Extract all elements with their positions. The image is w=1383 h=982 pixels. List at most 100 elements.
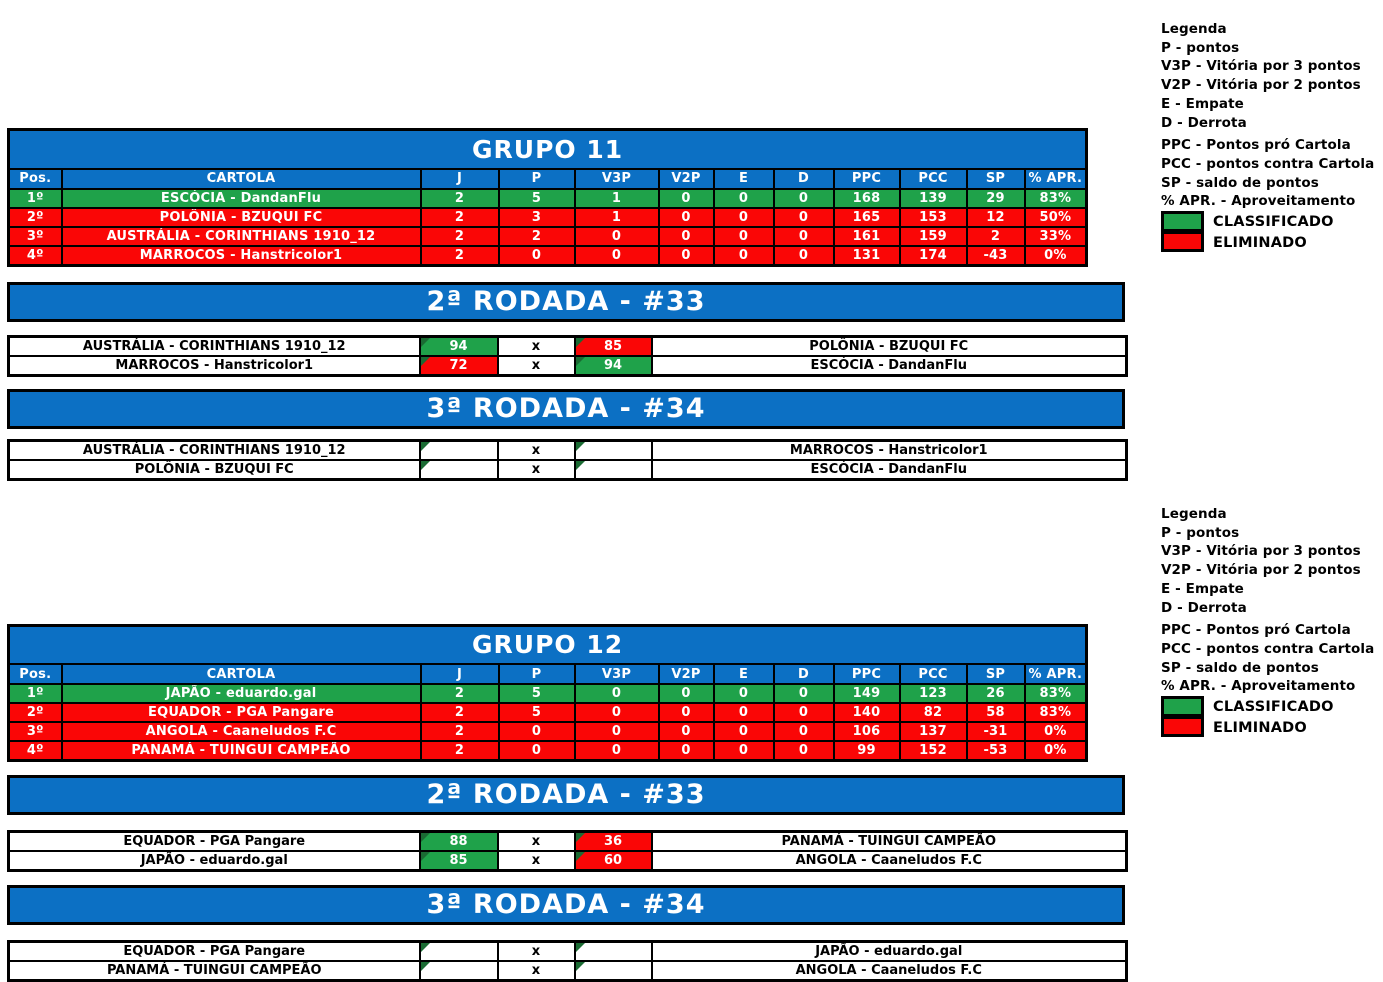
stat-cell[interactable]: 0	[573, 683, 660, 704]
home-team-cell[interactable]: EQUADOR - PGA Pangare	[7, 940, 421, 962]
home-score-cell[interactable]: 72	[418, 354, 499, 376]
stat-cell[interactable]: 159	[898, 225, 968, 247]
stat-cell[interactable]: 0	[497, 740, 576, 762]
team-cell[interactable]: POLÔNIA - BZUQUI FC	[60, 206, 422, 228]
away-team-cell[interactable]: ESCÓCIA - DandanFlu	[650, 458, 1128, 480]
stat-cell[interactable]: 174	[898, 244, 968, 266]
stat-cell[interactable]: 0	[772, 244, 835, 266]
stat-cell[interactable]: 3	[497, 206, 576, 228]
stat-cell[interactable]: 0	[657, 702, 715, 723]
stat-cell[interactable]: 2	[419, 187, 500, 209]
stat-cell[interactable]: 0	[772, 721, 835, 742]
stat-cell[interactable]: 0	[712, 225, 775, 247]
stat-cell[interactable]: 0	[712, 702, 775, 723]
stat-cell[interactable]: 0	[573, 702, 660, 723]
away-score-cell[interactable]: 36	[573, 830, 653, 852]
home-team-cell[interactable]: AUSTRÁLIA - CORINTHIANS 1910_12	[7, 335, 421, 357]
team-cell[interactable]: ESCÓCIA - DandanFlu	[60, 187, 422, 209]
pos-cell[interactable]: 1º	[7, 187, 63, 209]
away-team-cell[interactable]: JAPÃO - eduardo.gal	[650, 940, 1128, 962]
stat-cell[interactable]: 0	[712, 683, 775, 704]
home-score-cell[interactable]: 85	[418, 850, 499, 872]
stat-cell[interactable]: 131	[832, 244, 901, 266]
home-team-cell[interactable]: POLÔNIA - BZUQUI FC	[7, 458, 421, 480]
away-team-cell[interactable]: PANAMÁ - TUINGUI CAMPEÃO	[650, 830, 1128, 852]
pos-cell[interactable]: 1º	[7, 683, 63, 704]
home-team-cell[interactable]: EQUADOR - PGA Pangare	[7, 830, 421, 852]
stat-cell[interactable]: 0	[573, 721, 660, 742]
team-cell[interactable]: AUSTRÁLIA - CORINTHIANS 1910_12	[60, 225, 422, 247]
team-cell[interactable]: EQUADOR - PGA Pangare	[60, 702, 422, 723]
stat-cell[interactable]: 0	[772, 702, 835, 723]
stat-cell[interactable]: 2	[419, 740, 500, 762]
stat-cell[interactable]: 12	[965, 206, 1026, 228]
stat-cell[interactable]: 0	[772, 225, 835, 247]
pos-cell[interactable]: 4º	[7, 740, 63, 762]
stat-cell[interactable]: 2	[419, 244, 500, 266]
home-score-cell[interactable]: 88	[418, 830, 499, 852]
stat-cell[interactable]: 0	[497, 721, 576, 742]
home-score-cell[interactable]	[418, 439, 499, 461]
stat-cell[interactable]: 0	[573, 244, 660, 266]
stat-cell[interactable]: 0	[712, 721, 775, 742]
stat-cell[interactable]: 168	[832, 187, 901, 209]
home-team-cell[interactable]: AUSTRÁLIA - CORINTHIANS 1910_12	[7, 439, 421, 461]
away-score-cell[interactable]: 85	[573, 335, 653, 357]
stat-cell[interactable]: 5	[497, 702, 576, 723]
team-cell[interactable]: ANGOLA - Caaneludos F.C	[60, 721, 422, 742]
stat-cell[interactable]: 0	[657, 244, 715, 266]
pos-cell[interactable]: 3º	[7, 225, 63, 247]
stat-cell[interactable]: 0%	[1023, 244, 1088, 266]
stat-cell[interactable]: 0	[772, 187, 835, 209]
stat-cell[interactable]: 33%	[1023, 225, 1088, 247]
stat-cell[interactable]: 161	[832, 225, 901, 247]
away-score-cell[interactable]	[573, 940, 653, 962]
stat-cell[interactable]: 2	[497, 225, 576, 247]
team-cell[interactable]: JAPÃO - eduardo.gal	[60, 683, 422, 704]
away-score-cell[interactable]	[573, 960, 653, 982]
stat-cell[interactable]: 5	[497, 187, 576, 209]
stat-cell[interactable]: 123	[898, 683, 968, 704]
away-team-cell[interactable]: MARROCOS - Hanstricolor1	[650, 439, 1128, 461]
pos-cell[interactable]: 2º	[7, 206, 63, 228]
stat-cell[interactable]: 5	[497, 683, 576, 704]
stat-cell[interactable]: 0	[712, 187, 775, 209]
stat-cell[interactable]: 106	[832, 721, 901, 742]
team-cell[interactable]: PANAMÁ - TUINGUI CAMPEÃO	[60, 740, 422, 762]
home-score-cell[interactable]	[418, 960, 499, 982]
stat-cell[interactable]: 99	[832, 740, 901, 762]
stat-cell[interactable]: 50%	[1023, 206, 1088, 228]
stat-cell[interactable]: 153	[898, 206, 968, 228]
home-team-cell[interactable]: JAPÃO - eduardo.gal	[7, 850, 421, 872]
stat-cell[interactable]: 0	[657, 187, 715, 209]
stat-cell[interactable]: -53	[965, 740, 1026, 762]
stat-cell[interactable]: -43	[965, 244, 1026, 266]
stat-cell[interactable]: 0	[573, 740, 660, 762]
pos-cell[interactable]: 4º	[7, 244, 63, 266]
stat-cell[interactable]: 0	[712, 206, 775, 228]
stat-cell[interactable]: 83%	[1023, 187, 1088, 209]
stat-cell[interactable]: 2	[419, 702, 500, 723]
home-team-cell[interactable]: PANAMÁ - TUINGUI CAMPEÃO	[7, 960, 421, 982]
stat-cell[interactable]: 0	[657, 206, 715, 228]
stat-cell[interactable]: 58	[965, 702, 1026, 723]
stat-cell[interactable]: 83%	[1023, 683, 1088, 704]
pos-cell[interactable]: 2º	[7, 702, 63, 723]
stat-cell[interactable]: 149	[832, 683, 901, 704]
stat-cell[interactable]: 0	[772, 683, 835, 704]
stat-cell[interactable]: 0	[657, 225, 715, 247]
stat-cell[interactable]: 152	[898, 740, 968, 762]
stat-cell[interactable]: 2	[419, 683, 500, 704]
away-team-cell[interactable]: ANGOLA - Caaneludos F.C	[650, 960, 1128, 982]
stat-cell[interactable]: 0	[657, 721, 715, 742]
stat-cell[interactable]: 26	[965, 683, 1026, 704]
home-score-cell[interactable]	[418, 940, 499, 962]
away-team-cell[interactable]: ANGOLA - Caaneludos F.C	[650, 850, 1128, 872]
stat-cell[interactable]: 137	[898, 721, 968, 742]
stat-cell[interactable]: -31	[965, 721, 1026, 742]
home-score-cell[interactable]	[418, 458, 499, 480]
stat-cell[interactable]: 0%	[1023, 740, 1088, 762]
stat-cell[interactable]: 139	[898, 187, 968, 209]
stat-cell[interactable]: 0	[712, 244, 775, 266]
away-team-cell[interactable]: POLÔNIA - BZUQUI FC	[650, 335, 1128, 357]
